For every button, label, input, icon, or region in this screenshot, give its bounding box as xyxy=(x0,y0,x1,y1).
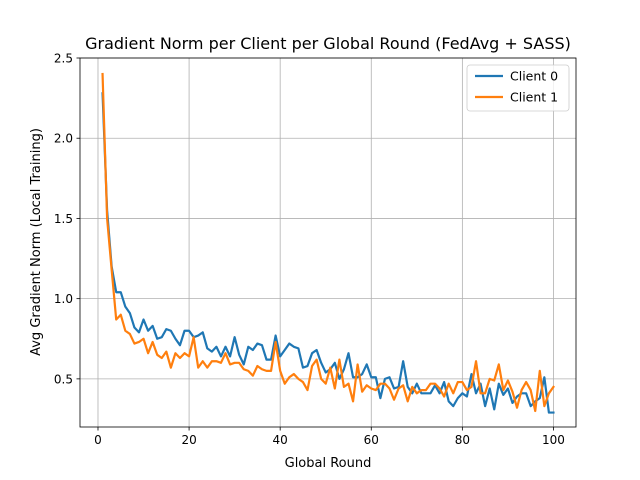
y-tick-label: 1.5 xyxy=(54,212,73,226)
x-tick-label: 20 xyxy=(181,433,196,447)
x-tick-label: 100 xyxy=(542,433,565,447)
legend-label: Client 1 xyxy=(510,90,558,105)
plot-frame xyxy=(79,57,577,428)
axes-frame xyxy=(79,57,577,428)
legend: Client 0 Client 1 xyxy=(466,64,570,112)
chart-title: Gradient Norm per Client per Global Roun… xyxy=(85,34,571,53)
x-tick-label: 80 xyxy=(455,433,470,447)
series-line-client-0 xyxy=(101,92,555,414)
series-lines xyxy=(101,72,555,414)
axis-ticks: 0 20 40 60 80 100 0.5 1.0 1.5 2.0 2.5 xyxy=(54,52,565,448)
x-tick-label: 60 xyxy=(364,433,379,447)
x-tick-label: 0 xyxy=(94,433,102,447)
x-tick-label: 40 xyxy=(273,433,288,447)
x-axis-label: Global Round xyxy=(285,456,372,471)
y-tick-label: 2.0 xyxy=(54,132,73,146)
series-line-client-1 xyxy=(101,72,555,413)
legend-label: Client 0 xyxy=(510,69,558,84)
y-axis-label: Avg Gradient Norm (Local Training) xyxy=(29,128,44,356)
y-tick-label: 0.5 xyxy=(54,372,73,386)
y-tick-label: 1.0 xyxy=(54,292,73,306)
y-tick-label: 2.5 xyxy=(54,52,73,66)
